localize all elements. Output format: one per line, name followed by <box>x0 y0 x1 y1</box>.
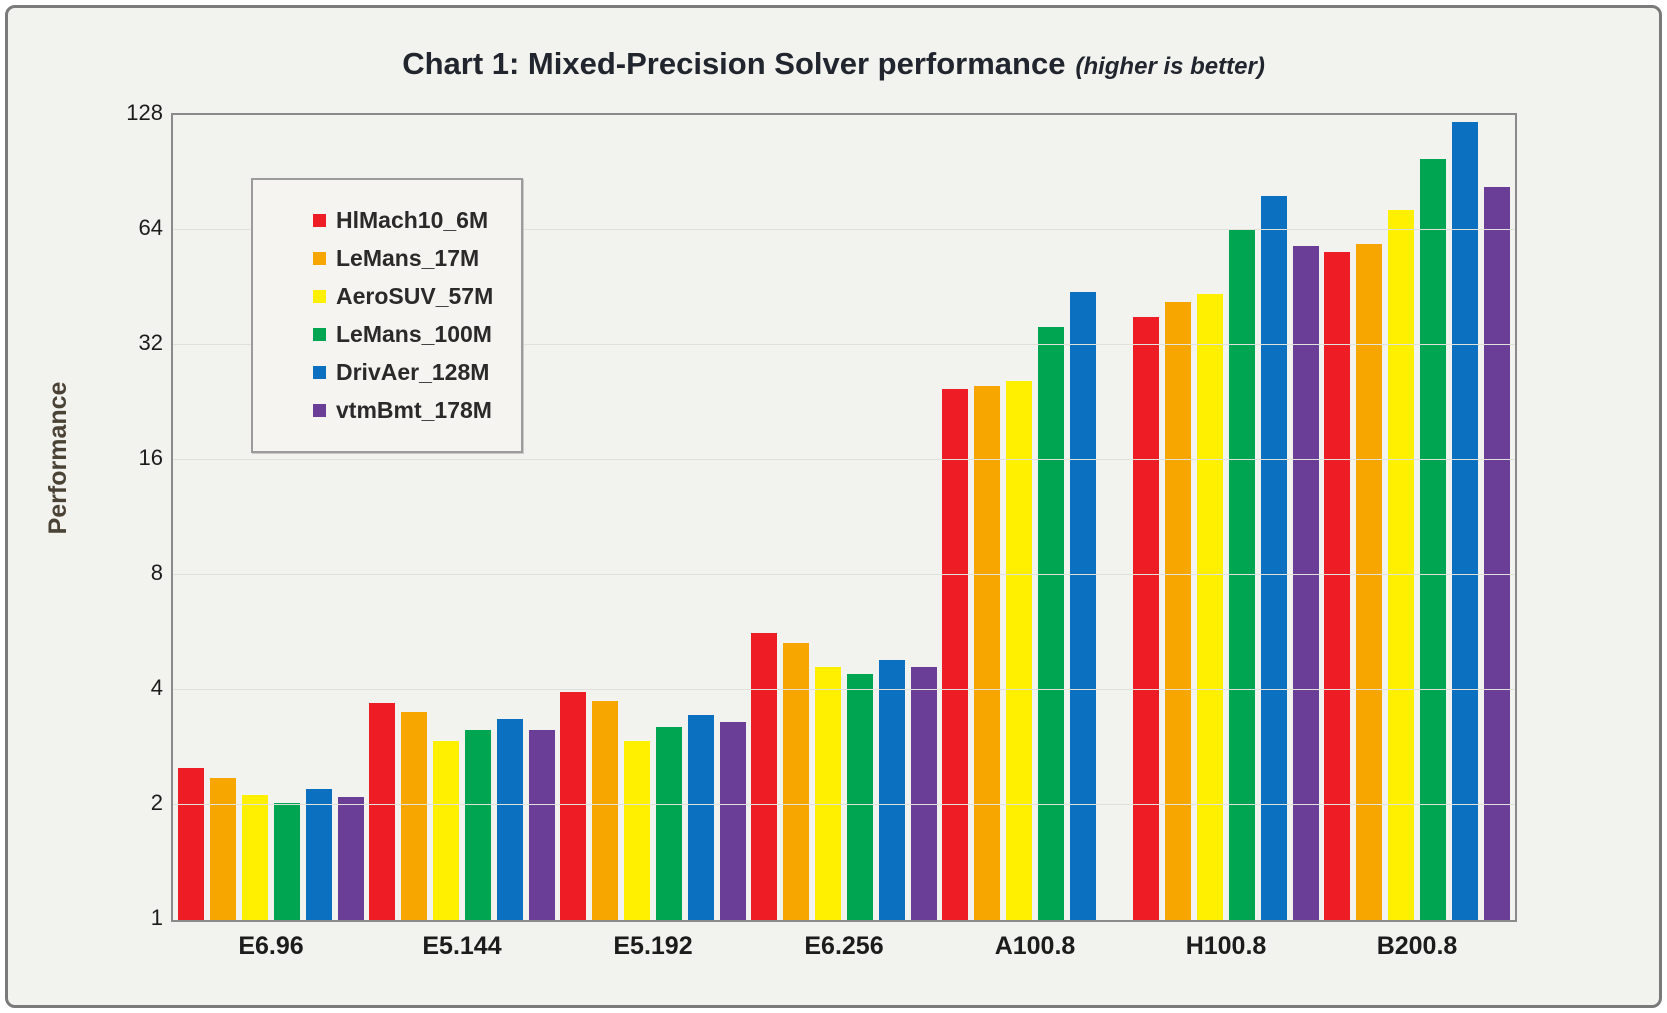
bar-LeMans_100M-E6.256 <box>847 674 873 920</box>
bar-LeMans_17M-A100.8 <box>974 385 1000 920</box>
y-axis-tick-labels: 1 2 4 8 16 32 64 128 <box>68 100 163 930</box>
bar-vtmBmt_178M-E6.96 <box>338 796 364 920</box>
legend-item-HlMach10_6M: HlMach10_6M <box>313 207 493 234</box>
bar-AeroSUV_57M-E5.144 <box>433 740 459 920</box>
bar-HlMach10_6M-A100.8 <box>942 389 968 920</box>
bar-LeMans_17M-E6.256 <box>783 643 809 920</box>
bar-LeMans_17M-E6.96 <box>210 778 236 920</box>
bar-group-E6.256: E6.256 <box>751 115 937 960</box>
chart-title-text: Chart 1: Mixed-Precision Solver performa… <box>402 46 1066 81</box>
legend-item-AeroSUV_57M: AeroSUV_57M <box>313 283 493 310</box>
x-category-label-E5.192: E5.192 <box>613 932 693 960</box>
x-category-label-H100.8: H100.8 <box>1185 932 1267 960</box>
legend-label: vtmBmt_178M <box>336 397 492 423</box>
x-category-label-A100.8: A100.8 <box>994 932 1076 960</box>
bar-DrivAer_128M-E5.192 <box>688 714 714 920</box>
y-tick-label-32: 32 <box>138 330 163 355</box>
bar-DrivAer_128M-E6.96 <box>306 789 332 920</box>
bar-LeMans_17M-H100.8 <box>1165 301 1191 920</box>
bar-group-A100.8: A100.8 <box>942 115 1128 960</box>
bar-AeroSUV_57M-B200.8 <box>1388 210 1414 920</box>
x-category-label-E6.256: E6.256 <box>804 932 884 960</box>
chart-title-suffix: (higher is better) <box>1075 53 1265 80</box>
bar-DrivAer_128M-E6.256 <box>879 659 905 920</box>
x-category-label-E5.144: E5.144 <box>422 932 502 960</box>
legend-swatch-icon <box>313 404 326 417</box>
gridline-16 <box>173 459 1515 460</box>
legend-item-LeMans_100M: LeMans_100M <box>313 321 493 348</box>
bar-LeMans_100M-A100.8 <box>1038 326 1064 920</box>
y-tick-label-4: 4 <box>150 675 163 700</box>
gridline-8 <box>173 574 1515 575</box>
y-tick-label-16: 16 <box>138 445 163 470</box>
bar-group-E6.96: E6.96 <box>178 115 364 960</box>
bar-AeroSUV_57M-A100.8 <box>1006 381 1032 920</box>
y-tick-label-8: 8 <box>150 560 163 585</box>
plot-area: E6.96 E5.144 E5.192 E6.256 A100.8 H100.8 B200.… <box>171 113 1517 960</box>
legend-swatch-icon <box>313 252 326 265</box>
chart-title: Chart 1: Mixed-Precision Solver performa… <box>8 46 1659 82</box>
bar-vtmBmt_178M-E5.144 <box>529 729 555 920</box>
bar-group-E5.144: E5.144 <box>369 115 555 960</box>
bar-LeMans_100M-B200.8 <box>1420 159 1446 920</box>
bar-HlMach10_6M-B200.8 <box>1324 252 1350 920</box>
bar-HlMach10_6M-E5.192 <box>560 692 586 920</box>
legend-item-DrivAer_128M: DrivAer_128M <box>313 359 493 386</box>
bar-AeroSUV_57M-H100.8 <box>1197 294 1223 920</box>
bar-DrivAer_128M-E5.144 <box>497 719 523 920</box>
gridline-32 <box>173 344 1515 345</box>
bar-HlMach10_6M-H100.8 <box>1133 316 1159 920</box>
bar-LeMans_100M-H100.8 <box>1229 230 1255 920</box>
x-category-label-E6.96: E6.96 <box>238 932 304 960</box>
bar-LeMans_100M-E5.144 <box>465 729 491 920</box>
bar-DrivAer_128M-A100.8 <box>1070 292 1096 920</box>
legend-box: HlMach10_6M LeMans_17M AeroSUV_57M LeMans_1… <box>251 178 524 453</box>
gridline-64 <box>173 229 1515 230</box>
bar-LeMans_100M-E6.96 <box>274 803 300 920</box>
bar-LeMans_17M-E5.144 <box>401 712 427 920</box>
legend-item-vtmBmt_178M: vtmBmt_178M <box>313 397 493 424</box>
bar-vtmBmt_178M-B200.8 <box>1484 186 1510 920</box>
bar-AeroSUV_57M-E5.192 <box>624 740 650 920</box>
bar-HlMach10_6M-E6.96 <box>178 767 204 920</box>
bar-group-E5.192: E5.192 <box>560 115 746 960</box>
bar-DrivAer_128M-H100.8 <box>1261 196 1287 920</box>
bar-vtmBmt_178M-E6.256 <box>911 666 937 920</box>
y-tick-label-1: 1 <box>150 905 163 930</box>
legend-swatch-icon <box>313 214 326 227</box>
legend-label: DrivAer_128M <box>336 359 490 385</box>
y-tick-label-128: 128 <box>126 100 163 125</box>
bar-LeMans_100M-E5.192 <box>656 727 682 920</box>
legend-swatch-icon <box>313 328 326 341</box>
bar-groups-container: E6.96 E5.144 E5.192 E6.256 A100.8 H100.8 B200.… <box>173 115 1515 960</box>
bar-HlMach10_6M-E6.256 <box>751 632 777 920</box>
legend-item-LeMans_17M: LeMans_17M <box>313 245 493 272</box>
bar-AeroSUV_57M-E6.256 <box>815 666 841 920</box>
bar-group-B200.8: B200.8 <box>1324 115 1510 960</box>
bar-group-H100.8: H100.8 <box>1133 115 1319 960</box>
bar-HlMach10_6M-E5.144 <box>369 702 395 920</box>
bar-DrivAer_128M-B200.8 <box>1452 121 1478 920</box>
legend-label: LeMans_17M <box>336 245 480 271</box>
legend-label: HlMach10_6M <box>336 207 489 233</box>
legend-swatch-icon <box>313 290 326 303</box>
gridline-2 <box>173 804 1515 805</box>
bar-vtmBmt_178M-H100.8 <box>1293 246 1319 920</box>
legend-swatch-icon <box>313 366 326 379</box>
legend-label: LeMans_100M <box>336 321 492 347</box>
bar-vtmBmt_178M-E5.192 <box>720 721 746 920</box>
legend-label: AeroSUV_57M <box>336 283 494 309</box>
bar-LeMans_17M-E5.192 <box>592 700 618 920</box>
chart-frame: Chart 1: Mixed-Precision Solver performa… <box>5 5 1662 1008</box>
bar-LeMans_17M-B200.8 <box>1356 243 1382 920</box>
y-tick-label-2: 2 <box>150 790 163 815</box>
bar-AeroSUV_57M-E6.96 <box>242 794 268 920</box>
gridline-4 <box>173 689 1515 690</box>
x-category-label-B200.8: B200.8 <box>1376 932 1458 960</box>
y-tick-label-64: 64 <box>138 215 163 240</box>
